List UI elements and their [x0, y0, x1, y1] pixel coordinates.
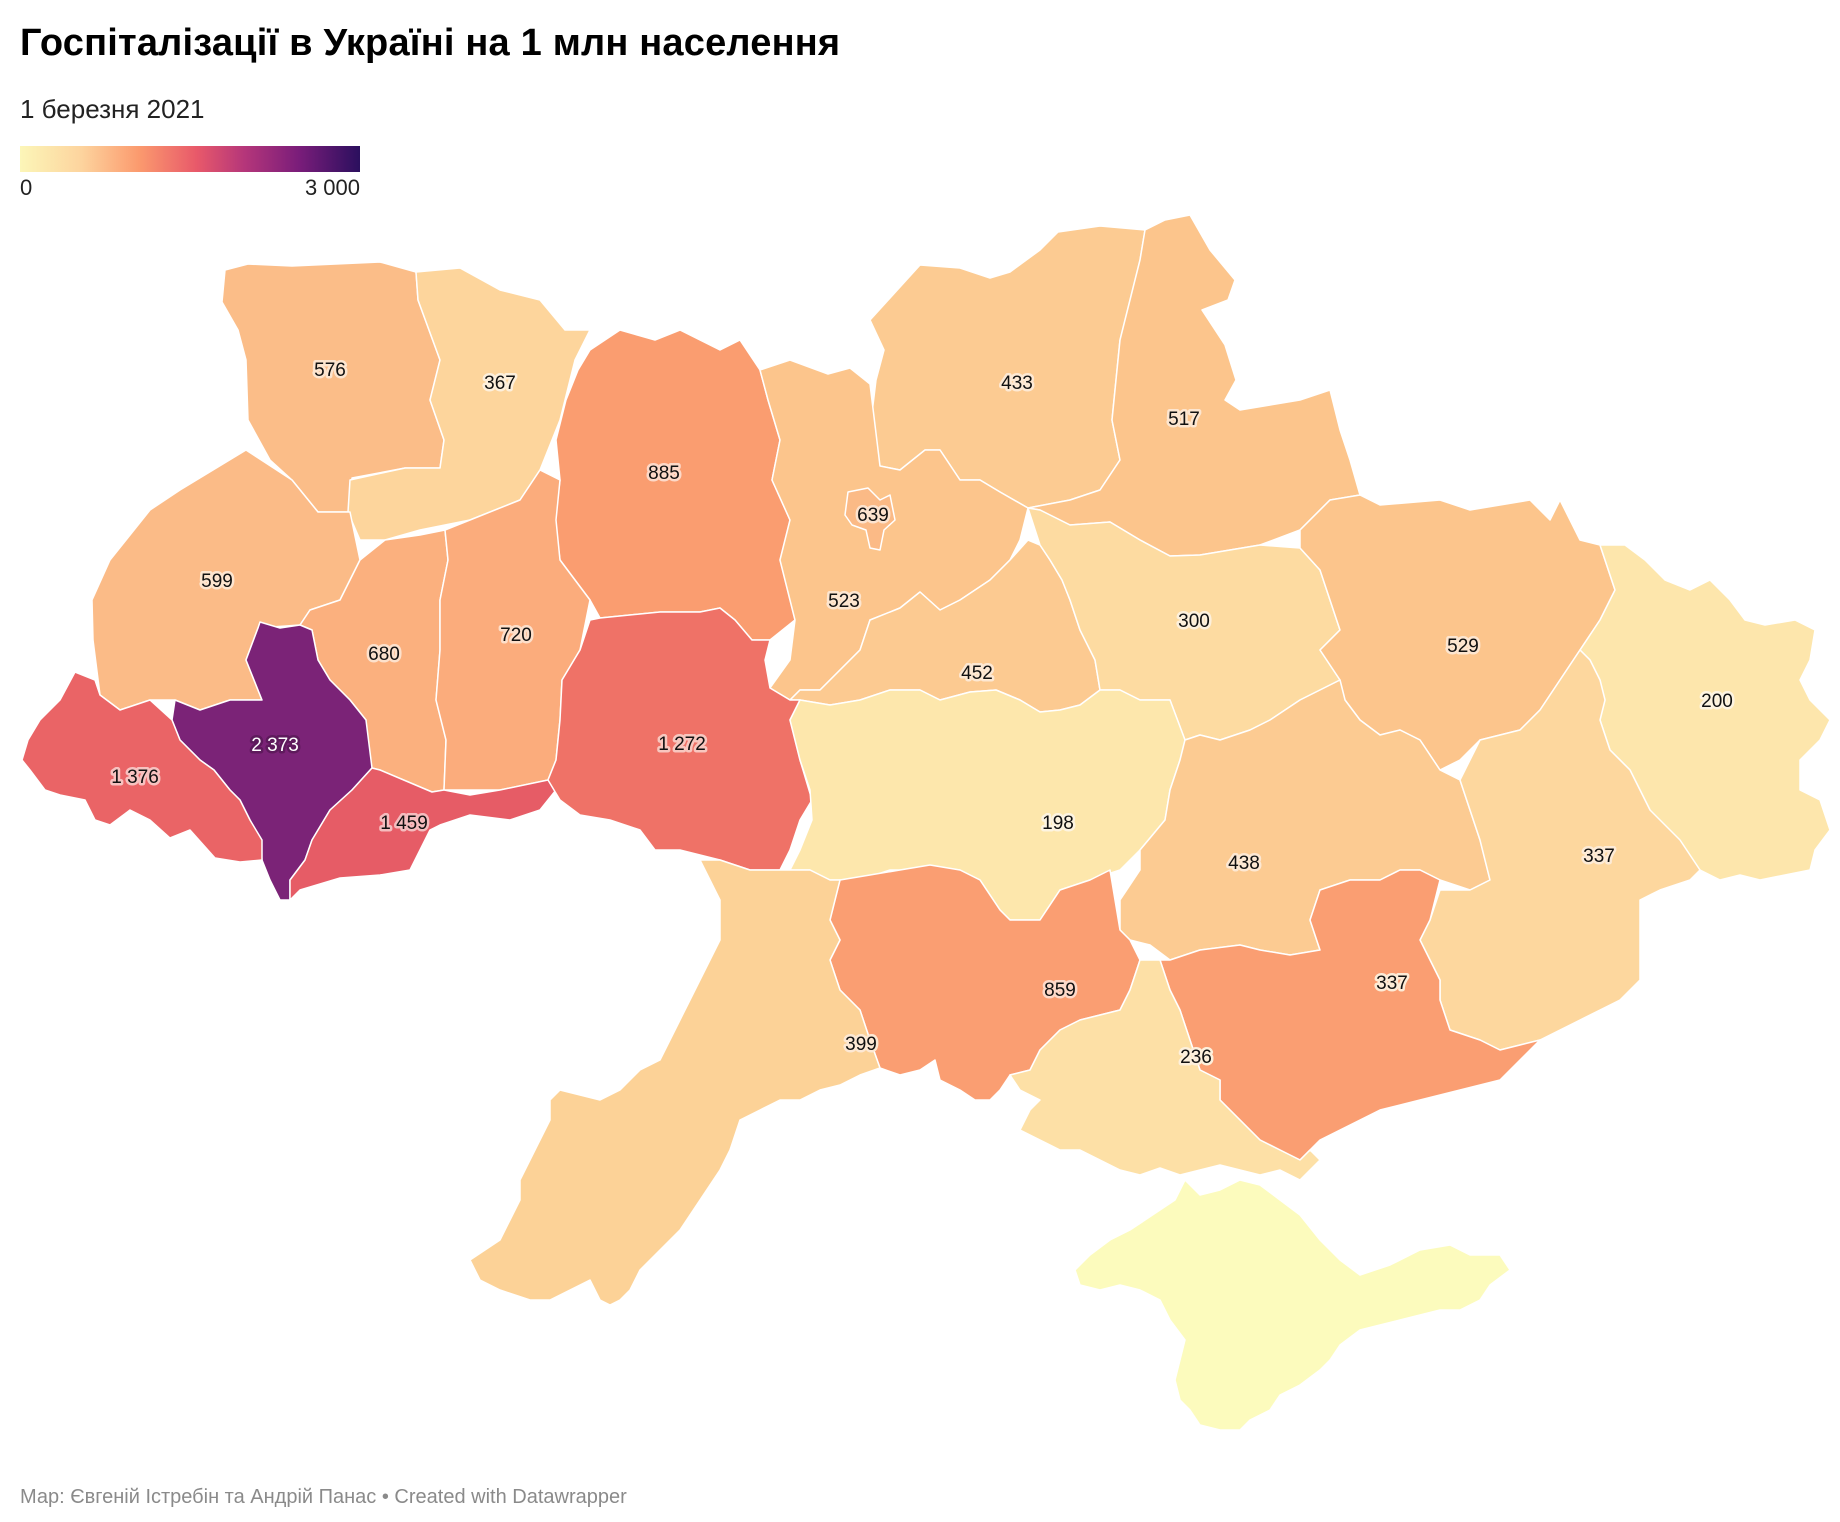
label-sumy: 517: [1168, 409, 1200, 430]
region-vinnytsia[interactable]: [547, 607, 813, 871]
label-zakarpattia: 1 376: [111, 767, 159, 788]
label-kherson: 236: [1180, 1047, 1212, 1068]
map-subtitle: 1 березня 2021: [20, 94, 205, 124]
label-vinnytsia: 1 272: [658, 734, 706, 755]
label-ternopil: 680: [368, 644, 400, 665]
label-poltava: 300: [1178, 611, 1210, 632]
region-chernivtsi[interactable]: [289, 767, 561, 901]
region-ivano-frankivsk[interactable]: [171, 621, 373, 901]
region-kyiv-city[interactable]: [844, 487, 896, 551]
label-rivne: 367: [484, 373, 516, 394]
legend-min-label: 0: [20, 175, 33, 200]
label-dnipropetrovsk: 438: [1228, 853, 1260, 874]
label-chernivtsi: 1 459: [380, 813, 428, 834]
region-kherson[interactable]: [1009, 959, 1321, 1181]
region-labels: 576 367 885 433 517 639 599 680 720 523 …: [109, 358, 1736, 1071]
region-zakarpattia[interactable]: [21, 671, 263, 863]
label-chernihiv: 433: [1001, 373, 1033, 394]
label-odesa: 399: [845, 1034, 877, 1055]
color-legend: 0 3 000: [20, 146, 360, 201]
region-odesa[interactable]: [469, 859, 881, 1306]
legend-gradient-bar: [20, 146, 360, 172]
region-crimea[interactable]: [1074, 1179, 1511, 1431]
region-sumy[interactable]: [1027, 214, 1361, 557]
region-donetsk[interactable]: [1419, 649, 1701, 1051]
label-mykolaiv: 859: [1044, 980, 1076, 1001]
label-lviv: 599: [201, 571, 233, 592]
label-kharkiv: 529: [1447, 636, 1479, 657]
label-kyiv-oblast: 523: [828, 591, 860, 612]
label-donetsk: 337: [1583, 846, 1615, 867]
label-luhansk: 200: [1701, 691, 1733, 712]
footer-credits: Мар: Євгеній Істребін та Андрій Панас • …: [20, 1486, 627, 1508]
region-rivne[interactable]: [347, 267, 591, 541]
label-zaporizhzhia: 337: [1376, 973, 1408, 994]
label-cherkasy: 452: [961, 663, 993, 684]
label-kyiv-city: 639: [857, 505, 889, 526]
region-zhytomyr[interactable]: [554, 329, 796, 641]
label-volyn: 576: [314, 360, 346, 381]
map-title: Госпіталізації в Україні на 1 млн населе…: [20, 22, 841, 64]
label-zhytomyr: 885: [648, 463, 680, 484]
label-ivano-frankivsk: 2 373: [251, 735, 299, 756]
label-khmelnytskyi: 720: [500, 625, 532, 646]
legend-max-label: 3 000: [304, 175, 360, 200]
label-kirovohrad: 198: [1042, 813, 1074, 834]
